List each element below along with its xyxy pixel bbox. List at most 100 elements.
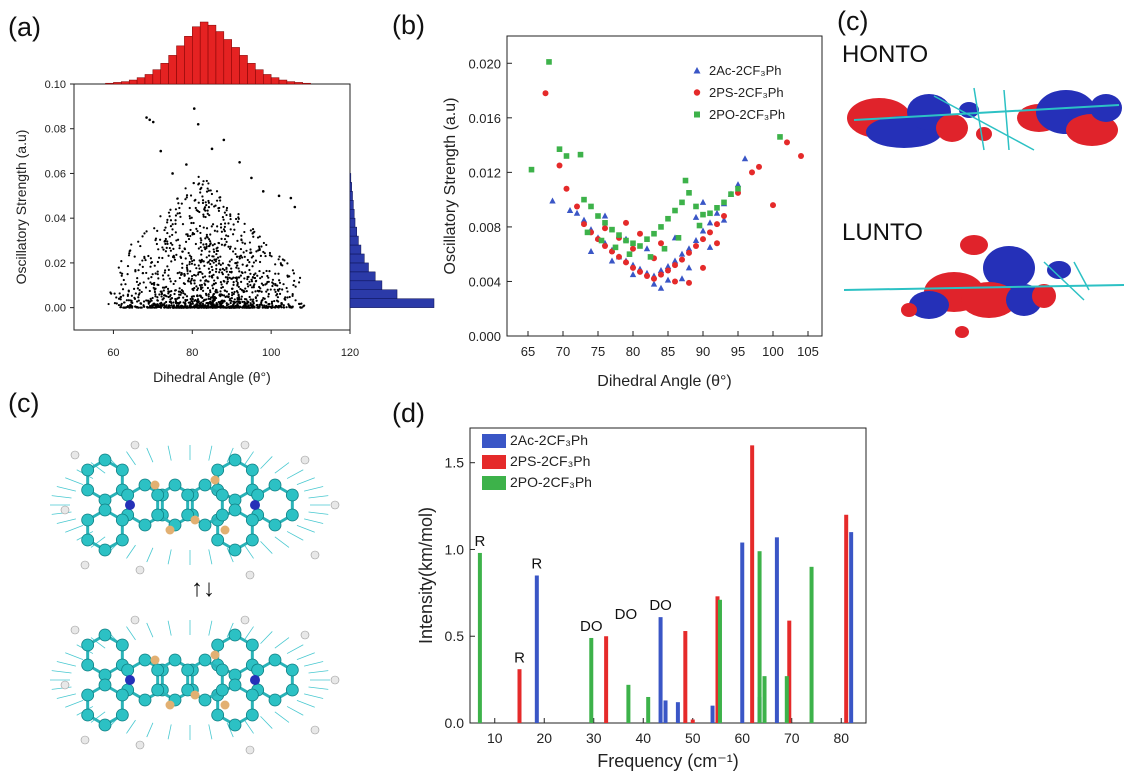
scatter-point-a xyxy=(161,303,164,306)
scatter-point-a xyxy=(196,273,200,276)
bond-h xyxy=(208,445,213,461)
scatter-point-a xyxy=(271,304,274,307)
circle-point-b xyxy=(672,278,678,285)
scatter-point-a xyxy=(149,281,152,284)
scatter-point-a xyxy=(171,228,174,231)
bond-h xyxy=(286,644,304,654)
histogram-bar-y xyxy=(349,262,369,273)
scatter-point-a xyxy=(198,267,201,270)
x-axis-label-b: Dihedral Angle (θ°) xyxy=(597,373,731,390)
scatter-point-a xyxy=(207,182,210,185)
scatter-point-a xyxy=(214,290,217,293)
scatter-point-a xyxy=(143,255,146,258)
scatter-point-a xyxy=(199,245,202,249)
scatter-point-a xyxy=(244,306,248,309)
atom-c xyxy=(211,708,225,722)
scatter-point-a xyxy=(235,289,239,293)
y-tick-label-a: 0.08 xyxy=(45,124,66,136)
scatter-point-a xyxy=(219,263,222,266)
scatter-point-a xyxy=(149,257,152,260)
scatter-point-a xyxy=(179,290,182,293)
histogram-bar-x xyxy=(302,82,311,85)
scatter-point-a xyxy=(167,274,170,277)
y-axis-label-a: Oscillatory Strength (a.u) xyxy=(13,130,29,285)
exchange-arrows-icon: ↑↓ xyxy=(191,575,215,602)
scatter-point-a xyxy=(271,284,274,288)
scatter-point-a xyxy=(252,286,255,289)
scatter-point-a xyxy=(227,235,230,238)
scatter-point-a xyxy=(189,280,192,283)
scatter-peak-point-a xyxy=(238,160,241,164)
bond-h xyxy=(208,724,213,740)
scatter-point-a xyxy=(291,292,294,296)
scatter-point-a xyxy=(249,298,252,301)
scatter-point-a xyxy=(201,296,204,300)
honto-label: HONTO xyxy=(842,41,928,68)
scatter-point-a xyxy=(212,303,215,306)
scatter-point-a xyxy=(210,192,214,196)
x-tick-label-b: 75 xyxy=(591,344,605,359)
scatter-point-a xyxy=(186,269,189,273)
scatter-point-a xyxy=(242,251,245,254)
scatter-point-a xyxy=(199,241,202,244)
square-point-b xyxy=(700,211,706,218)
triangle-point-b xyxy=(650,280,658,287)
scatter-point-a xyxy=(215,302,218,305)
bar-d xyxy=(750,445,755,723)
circle-point-b xyxy=(700,236,706,243)
circle-point-b xyxy=(651,275,657,282)
scatter-point-a xyxy=(131,301,134,304)
scatter-point-a xyxy=(218,196,221,199)
atom-c xyxy=(181,683,195,697)
bond-h xyxy=(65,477,84,485)
scatter-point-a xyxy=(265,306,268,309)
scatter-point-a xyxy=(196,209,199,213)
histogram-bar-y xyxy=(349,191,353,201)
scatter-point-a xyxy=(129,299,132,302)
scatter-point-a xyxy=(197,300,200,303)
lunto-orbital xyxy=(843,235,1124,338)
histogram-bar-x xyxy=(192,26,201,85)
scatter-point-a xyxy=(252,235,255,238)
atom-c xyxy=(228,718,242,732)
scatter-point-a xyxy=(226,280,229,283)
scatter-point-a xyxy=(231,294,234,297)
legend-label-d: 2PO-2CF₃Ph xyxy=(510,474,592,490)
scatter-point-a xyxy=(153,264,156,267)
square-point-b xyxy=(556,146,563,152)
scatter-point-a xyxy=(285,286,288,290)
scatter-point-a xyxy=(294,299,297,302)
scatter-point-a xyxy=(225,266,228,269)
scatter-point-a xyxy=(219,281,222,284)
scatter-point-a xyxy=(185,295,189,298)
scatter-point-a xyxy=(211,301,214,304)
scatter-point-a xyxy=(238,255,241,258)
scatter-point-a xyxy=(193,279,196,282)
scatter-point-a xyxy=(236,303,239,306)
scatter-point-a xyxy=(207,201,210,204)
scatter-point-a xyxy=(138,263,141,266)
x-tick-label-a: 100 xyxy=(262,347,280,359)
square-point-b xyxy=(777,134,783,140)
scatter-point-a xyxy=(148,289,151,293)
bond-h xyxy=(56,661,76,667)
scatter-point-a xyxy=(236,239,239,242)
square-point-b xyxy=(682,177,689,184)
scatter-point-a xyxy=(223,225,226,228)
scatter-point-a xyxy=(278,292,282,295)
circle-point-b xyxy=(563,185,570,192)
scatter-point-a xyxy=(236,261,239,264)
scatter-point-a xyxy=(247,301,250,304)
chart-a: 60 80 100 120 0.00 0.02 0.04 0.06 0.08 0.10 Dihedr… xyxy=(13,21,435,385)
scatter-point-a xyxy=(228,260,231,263)
scatter-point-a xyxy=(247,275,250,278)
scatter-point-a xyxy=(209,302,212,305)
scatter-point-a xyxy=(121,272,124,275)
bond-h xyxy=(274,711,290,723)
scatter-point-a xyxy=(113,292,116,295)
atom-c xyxy=(268,478,282,492)
scatter-point-a xyxy=(209,262,212,266)
scatter-point-a xyxy=(198,284,202,287)
atom-f xyxy=(190,515,200,525)
scatter-point-a xyxy=(234,262,237,265)
